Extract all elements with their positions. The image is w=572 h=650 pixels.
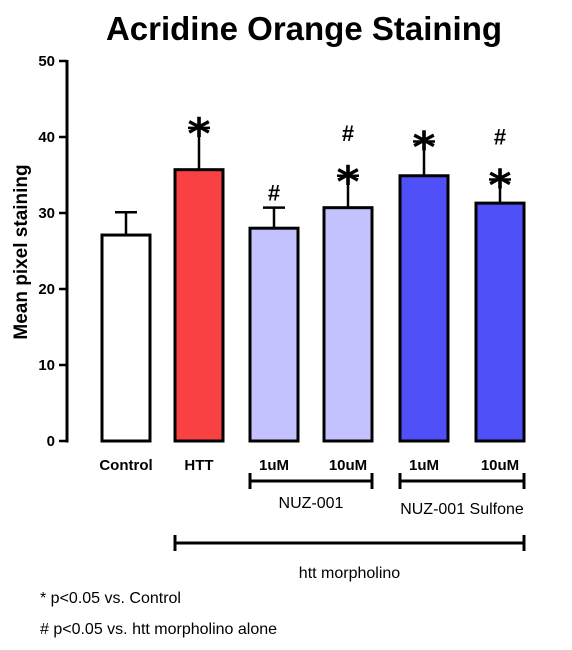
- x-tick-label: 10uM: [481, 457, 519, 474]
- x-tick-label: 1uM: [409, 457, 439, 474]
- y-tick-label: 20: [38, 281, 55, 298]
- significance-hash: #: [268, 181, 280, 206]
- x-tick-label: 1uM: [259, 457, 289, 474]
- x-tick-label: Control: [99, 457, 152, 474]
- group-brackets: NUZ-001 NUZ-001 Sulfone htt morpholino: [173, 473, 526, 582]
- y-tick-label: 0: [47, 433, 55, 450]
- x-tick-label: HTT: [184, 457, 213, 474]
- group-label: NUZ-001 Sulfone: [400, 501, 524, 518]
- x-tick-label: 10uM: [329, 457, 367, 474]
- bar: [322, 206, 374, 443]
- y-tick-label: 40: [38, 129, 55, 146]
- bar: [248, 226, 300, 443]
- bar: [100, 233, 152, 443]
- significance-hash: #: [494, 125, 506, 150]
- footnote-significance-htt: # p<0.05 vs. htt morpholino alone: [40, 621, 277, 638]
- y-tick-label: 50: [38, 53, 55, 70]
- y-tick-label: 10: [38, 357, 55, 374]
- significance-hash: #: [342, 121, 354, 146]
- significance-star: *: [488, 161, 511, 212]
- significance-star: *: [187, 109, 210, 160]
- y-axis-label: Mean pixel staining: [11, 164, 32, 339]
- group-label: htt morpholino: [299, 565, 400, 582]
- x-axis: Control HTT 1uM 10uM 1uM 10uM: [99, 457, 519, 474]
- bar: [398, 174, 450, 443]
- significance-star: *: [412, 123, 435, 174]
- footnote-significance-control: * p<0.05 vs. Control: [40, 590, 181, 607]
- y-tick-label: 30: [38, 205, 55, 222]
- group-label: NUZ-001: [279, 495, 344, 512]
- significance-star: *: [336, 157, 359, 208]
- y-axis: 0 10 20 30 40 50: [38, 53, 69, 450]
- bars: * # * # * * #: [100, 109, 526, 443]
- bar: [474, 201, 526, 443]
- chart-title: Acridine Orange Staining: [106, 10, 502, 47]
- bar: [173, 168, 225, 443]
